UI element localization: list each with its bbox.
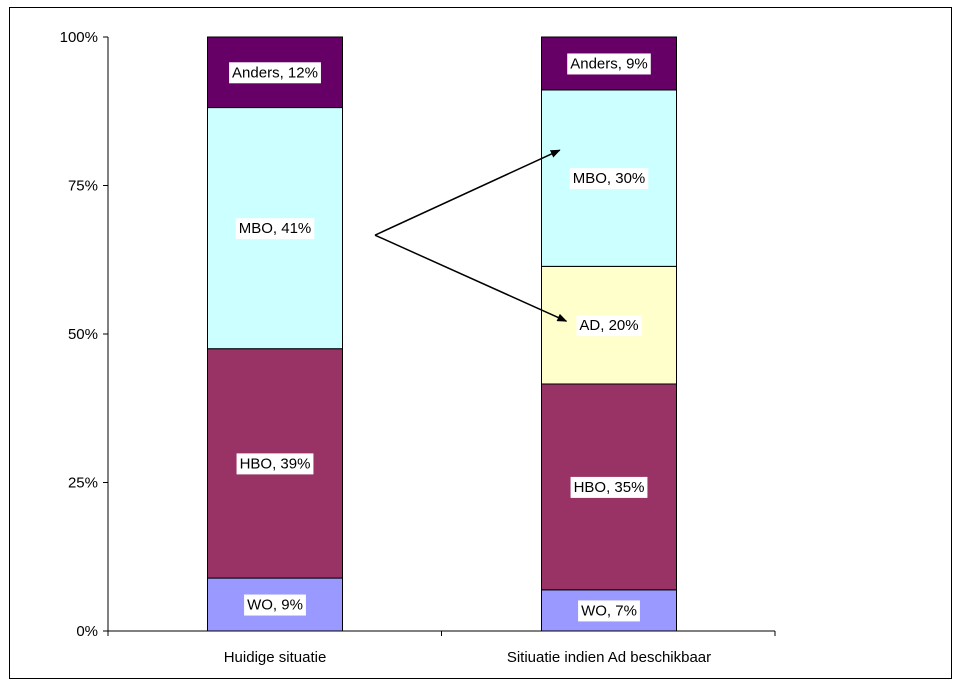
data-label-wo-2: WO, 7% (581, 602, 637, 619)
y-tick-label: 75% (68, 178, 98, 195)
data-label-hbo-1: HBO, 39% (240, 455, 311, 472)
data-label-ad-2: AD, 20% (579, 317, 638, 334)
y-tick-label: 0% (76, 623, 98, 640)
data-label-box (567, 53, 651, 75)
data-label-wo-1: WO, 9% (247, 597, 303, 614)
annotation-arrow (374, 234, 568, 322)
data-label-mbo-1: MBO, 41% (239, 220, 312, 237)
annotation-arrow (374, 149, 561, 236)
x-tick-label: Huidige situatie (224, 649, 327, 666)
data-label-box (235, 218, 315, 240)
data-label-box (570, 476, 648, 498)
y-tick-label: 25% (68, 475, 98, 492)
data-label-anders-1: Anders, 12% (232, 64, 318, 81)
data-label-anders-2: Anders, 9% (570, 55, 648, 72)
y-tick-label: 50% (68, 326, 98, 343)
data-label-box (236, 453, 314, 475)
data-label-box (229, 62, 321, 84)
data-label-box (576, 315, 642, 337)
data-label-box (569, 168, 649, 190)
x-tick-label: Sitiuatie indien Ad beschikbaar (507, 649, 711, 666)
data-label-mbo-2: MBO, 30% (573, 170, 646, 187)
y-tick-label: 100% (60, 29, 98, 46)
chart-area (9, 7, 952, 679)
data-label-hbo-2: HBO, 35% (574, 479, 645, 496)
data-label-box (244, 594, 306, 616)
data-label-box (578, 600, 640, 622)
